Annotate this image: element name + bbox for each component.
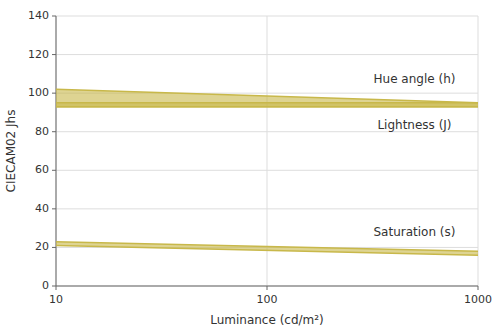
x-tick-label: 10 <box>49 293 63 306</box>
annotation: Saturation (s) <box>373 225 455 239</box>
y-axis-label: CIECAM02 Jhs <box>4 110 18 193</box>
axes: 0 20 40 60 80 100 120 140 10 100 1000 <box>28 9 492 306</box>
marks <box>56 89 478 255</box>
band-area <box>56 103 478 107</box>
y-tick <box>52 208 56 209</box>
x-grid-line <box>478 16 479 286</box>
y-tick-label: 40 <box>35 202 49 215</box>
band-upper-line <box>56 102 478 104</box>
band-lower-line <box>56 246 478 256</box>
x-axis-label: Luminance (cd/m²) <box>210 313 324 327</box>
y-tick-label: 120 <box>28 48 49 61</box>
y-tick <box>52 93 56 94</box>
band-lower-line <box>56 106 478 108</box>
y-tick <box>52 170 56 171</box>
annotation: Lightness (J) <box>377 118 451 132</box>
grid <box>56 16 478 286</box>
band-area <box>56 242 478 256</box>
x-tick-label: 100 <box>257 293 278 306</box>
x-tick <box>267 286 268 290</box>
y-grid-line <box>56 286 478 287</box>
y-tick-label: 80 <box>35 125 49 138</box>
x-tick <box>478 286 479 290</box>
x-tick <box>56 286 57 290</box>
y-tick-label: 0 <box>42 279 49 292</box>
y-tick-label: 100 <box>28 86 49 99</box>
band-lower-line <box>56 106 478 108</box>
y-tick <box>52 16 56 17</box>
y-tick-label: 60 <box>35 163 49 176</box>
annotations: Hue angle (h) Lightness (J) Saturation (s) <box>373 72 455 238</box>
y-tick <box>52 247 56 248</box>
y-tick <box>52 286 56 287</box>
chart-container: 0 20 40 60 80 100 120 140 10 100 1000 Luminance (cd… <box>0 0 500 332</box>
y-tick <box>52 131 56 132</box>
y-tick <box>52 54 56 55</box>
chart: 0 20 40 60 80 100 120 140 10 100 1000 Luminance (cd… <box>0 0 500 332</box>
annotation: Hue angle (h) <box>374 72 456 86</box>
x-axis-line <box>56 286 478 287</box>
band-area <box>56 89 478 106</box>
band-upper-line <box>56 89 478 103</box>
y-tick-label: 140 <box>28 9 49 22</box>
x-grid-line <box>267 16 268 286</box>
x-tick-label: 1000 <box>464 293 492 306</box>
page: {"chart_data": {"type": "band", "x": [10… <box>0 0 500 332</box>
y-tick-label: 20 <box>35 240 49 253</box>
